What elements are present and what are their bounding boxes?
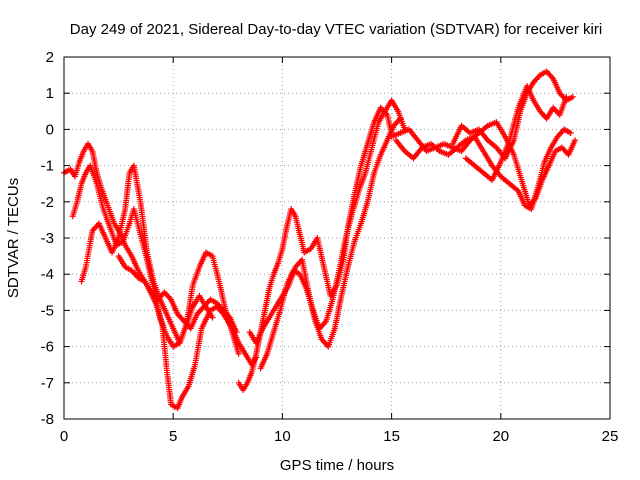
x-tick-label: 10 — [274, 428, 291, 445]
data-point — [572, 137, 579, 144]
x-tick-label: 15 — [383, 428, 400, 445]
data-marks — [61, 68, 579, 412]
y-tick-label: -2 — [41, 194, 54, 211]
y-tick-label: -8 — [41, 411, 54, 428]
series-trace-c — [78, 162, 242, 357]
data-point — [209, 314, 216, 321]
series-trace-g — [257, 97, 408, 372]
y-tick-label: 0 — [46, 121, 54, 138]
series-trace-i — [392, 126, 574, 213]
chart-title: Day 249 of 2021, Sidereal Day-to-day VTE… — [70, 21, 602, 38]
series-trace-f — [246, 115, 404, 350]
series-trace-k — [462, 82, 570, 184]
data-point — [567, 130, 574, 137]
y-tick-label: -3 — [41, 230, 54, 247]
y-tick-label: -7 — [41, 375, 54, 392]
series-trace-b — [69, 162, 216, 350]
series-trace-d — [115, 253, 240, 336]
x-tick-label: 25 — [602, 428, 619, 445]
y-tick-label: -5 — [41, 302, 54, 319]
data-point — [569, 93, 576, 100]
y-tick-label: -4 — [41, 266, 54, 283]
data-point — [563, 93, 570, 100]
x-tick-label: 20 — [492, 428, 509, 445]
data-point — [233, 329, 240, 336]
axis-ticks: 0 5 10 15 20 25 -8 -7 -6 -5 -4 -3 -2 -1 0 1 2 — [41, 49, 619, 445]
x-tick-label: 0 — [60, 428, 68, 445]
x-tick-label: 5 — [169, 428, 177, 445]
y-tick-label: -1 — [41, 158, 54, 175]
y-tick-label: 2 — [46, 49, 54, 66]
series-trace-a — [61, 140, 260, 412]
data-point — [235, 350, 242, 357]
y-tick-label: 1 — [46, 85, 54, 102]
y-axis-label: SDTVAR / TECUs — [5, 178, 22, 298]
y-tick-label: -6 — [41, 339, 54, 356]
x-axis-label: GPS time / hours — [280, 457, 394, 474]
